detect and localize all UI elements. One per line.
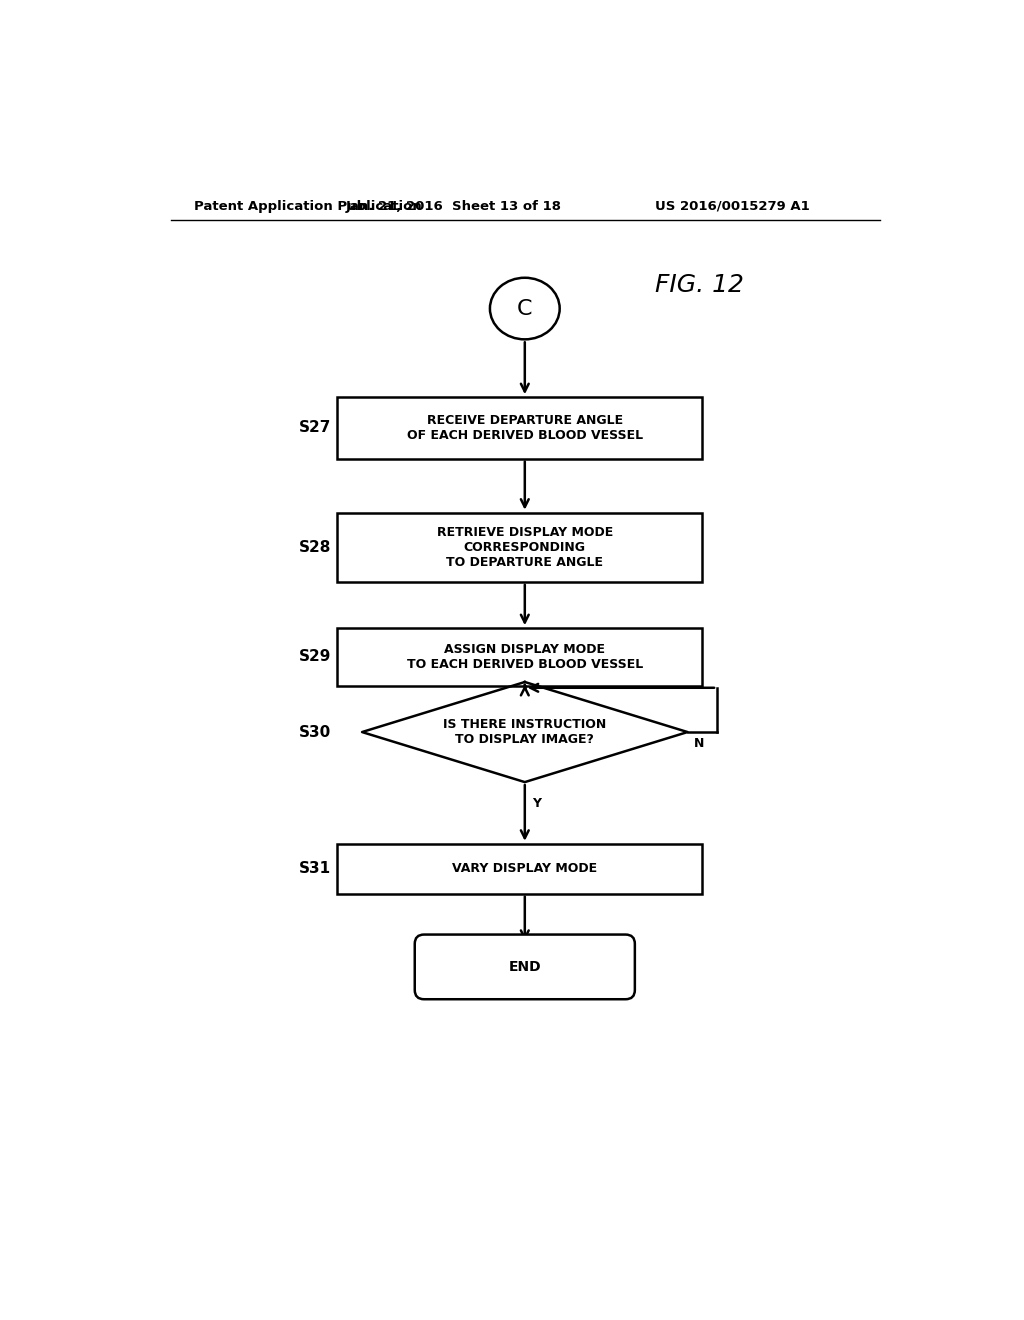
Text: FIG. 12: FIG. 12 [655, 273, 743, 297]
Text: N: N [693, 737, 705, 750]
FancyBboxPatch shape [337, 397, 701, 459]
Text: ASSIGN DISPLAY MODE
TO EACH DERIVED BLOOD VESSEL: ASSIGN DISPLAY MODE TO EACH DERIVED BLOO… [407, 643, 643, 671]
Text: S31: S31 [299, 861, 331, 876]
Text: Y: Y [532, 797, 542, 810]
Text: RETRIEVE DISPLAY MODE
CORRESPONDING
TO DEPARTURE ANGLE: RETRIEVE DISPLAY MODE CORRESPONDING TO D… [436, 525, 613, 569]
Polygon shape [362, 682, 687, 781]
Text: C: C [517, 298, 532, 318]
Text: S28: S28 [299, 540, 331, 554]
Text: S29: S29 [299, 649, 331, 664]
Text: IS THERE INSTRUCTION
TO DISPLAY IMAGE?: IS THERE INSTRUCTION TO DISPLAY IMAGE? [443, 718, 606, 746]
Text: RECEIVE DEPARTURE ANGLE
OF EACH DERIVED BLOOD VESSEL: RECEIVE DEPARTURE ANGLE OF EACH DERIVED … [407, 414, 643, 442]
FancyBboxPatch shape [337, 843, 701, 894]
FancyBboxPatch shape [337, 628, 701, 686]
Text: US 2016/0015279 A1: US 2016/0015279 A1 [655, 199, 810, 213]
Text: S30: S30 [299, 725, 331, 739]
Text: END: END [509, 960, 541, 974]
Text: S27: S27 [299, 420, 331, 436]
Text: Jan. 21, 2016  Sheet 13 of 18: Jan. 21, 2016 Sheet 13 of 18 [345, 199, 561, 213]
Text: Patent Application Publication: Patent Application Publication [194, 199, 422, 213]
FancyBboxPatch shape [415, 935, 635, 999]
FancyBboxPatch shape [337, 512, 701, 582]
Ellipse shape [489, 277, 560, 339]
Text: VARY DISPLAY MODE: VARY DISPLAY MODE [453, 862, 597, 875]
